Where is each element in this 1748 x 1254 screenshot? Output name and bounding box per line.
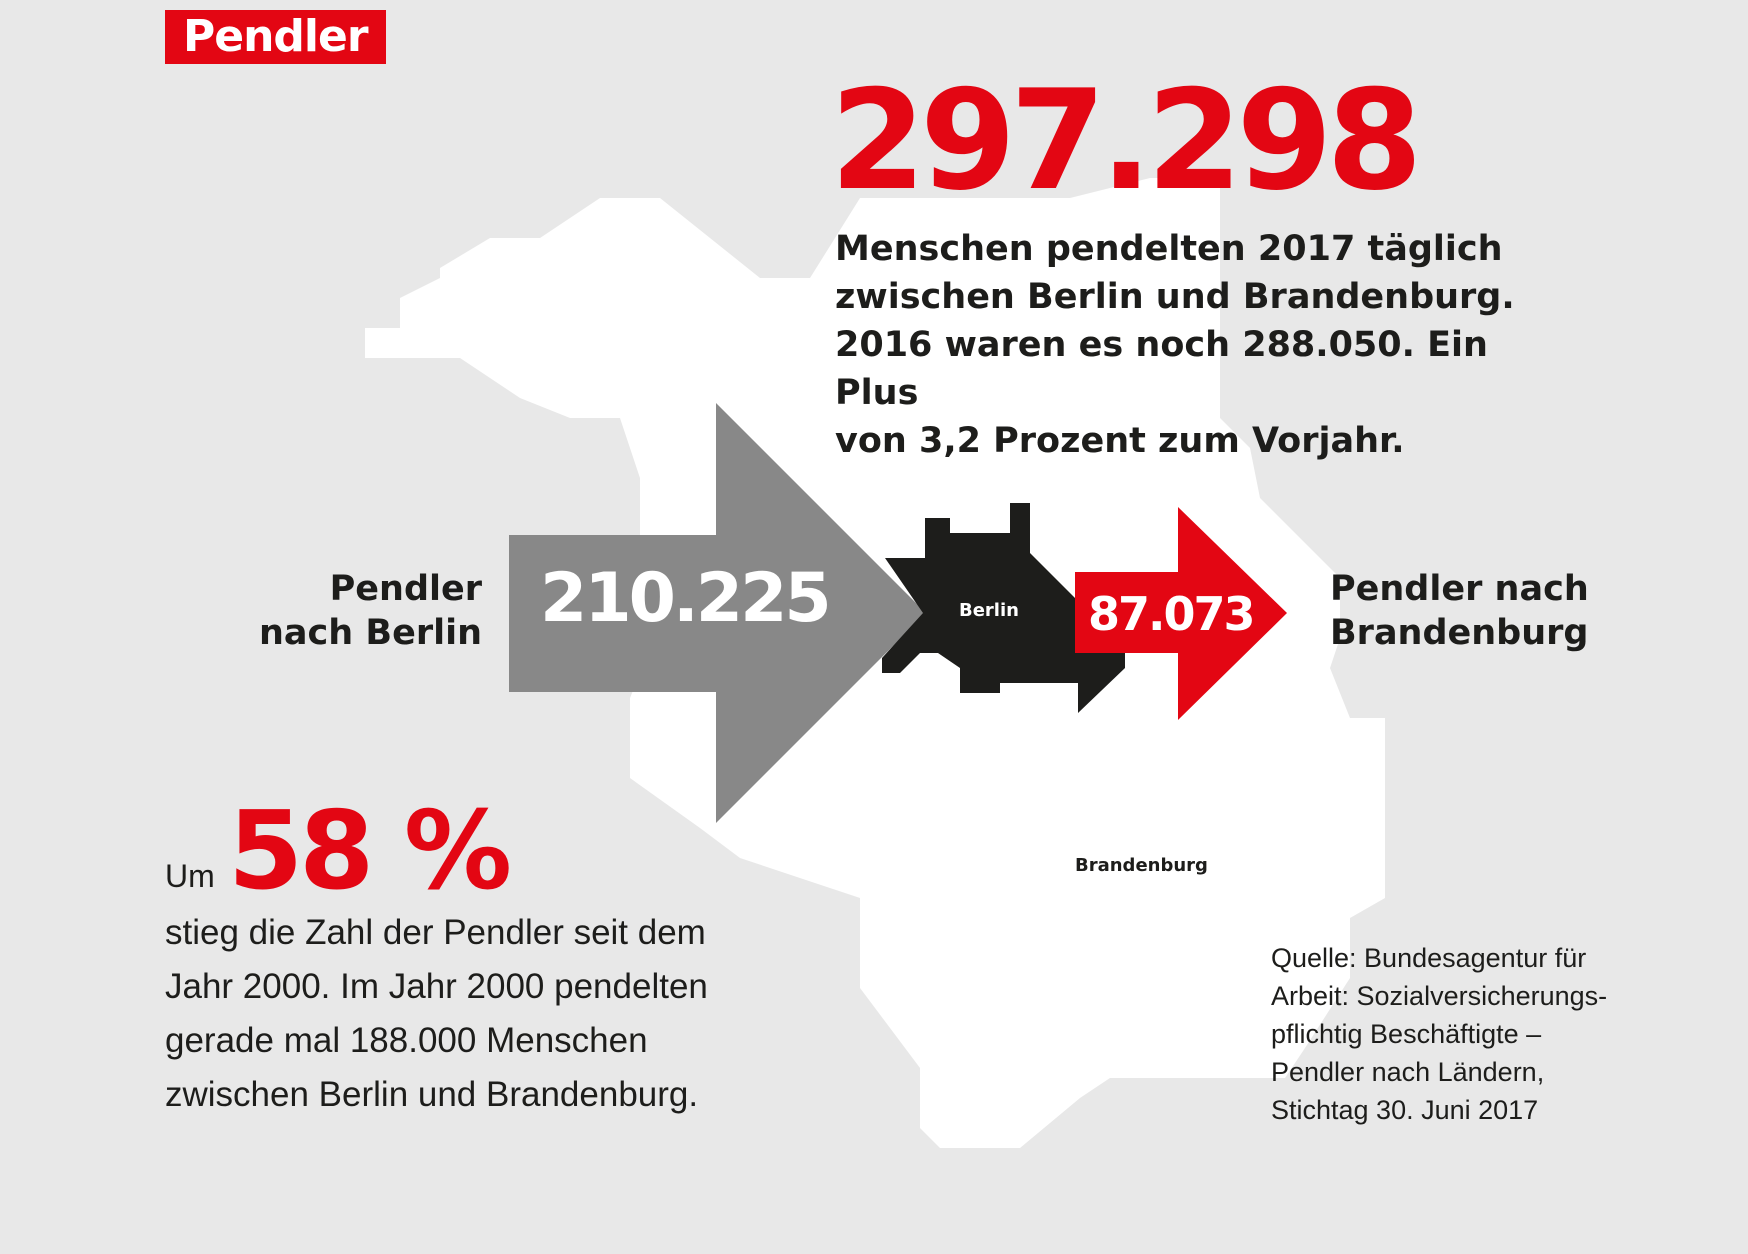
total-commuters-value: 297.298	[830, 60, 1423, 221]
total-description-line: 2016 waren es noch 288.050. Ein Plus	[835, 325, 1488, 413]
growth-description-line: gerade mal 188.000 Menschen	[165, 1021, 648, 1060]
brandenburg-label: Brandenburg	[1075, 855, 1208, 876]
source-line: Quelle: Bundesagentur für	[1271, 943, 1587, 973]
total-description-line: von 3,2 Prozent zum Vorjahr.	[835, 421, 1405, 461]
total-description-line: zwischen Berlin und Brandenburg.	[835, 277, 1515, 317]
label-commuters-to-brandenburg: Pendler nach Brandenburg	[1330, 567, 1589, 655]
grey-arrow-to-berlin	[509, 403, 926, 823]
commuters-to-brandenburg-value: 87.073	[1088, 587, 1256, 641]
label-line: Pendler nach	[1330, 569, 1589, 609]
growth-description-line: Jahr 2000. Im Jahr 2000 pendelten	[165, 967, 708, 1006]
label-line: Pendler	[329, 569, 482, 609]
source-line: pflichtig Beschäftigte –	[1271, 1019, 1542, 1049]
red-arrow-to-brandenburg	[1075, 507, 1287, 720]
growth-percent: 58 %	[228, 789, 512, 914]
total-description: Menschen pendelten 2017 täglich zwischen…	[835, 225, 1555, 465]
growth-description-line: zwischen Berlin und Brandenburg.	[165, 1075, 699, 1114]
label-line: Brandenburg	[1330, 613, 1589, 653]
growth-description: stieg die Zahl der Pendler seit dem Jahr…	[165, 906, 725, 1122]
growth-prefix: Um	[165, 858, 215, 894]
source-line: Pendler nach Ländern,	[1271, 1057, 1545, 1087]
berlin-shape	[882, 503, 1125, 713]
total-description-line: Menschen pendelten 2017 täglich	[835, 229, 1503, 269]
source-line: Arbeit: Sozialversicherungs-	[1271, 981, 1608, 1011]
growth-description-line: stieg die Zahl der Pendler seit dem	[165, 913, 706, 952]
berlin-label: Berlin	[959, 600, 1019, 621]
commuters-to-berlin-value: 210.225	[540, 559, 832, 638]
page-title: Pendler	[165, 10, 386, 64]
label-commuters-to-berlin: Pendler nach Berlin	[259, 567, 482, 655]
label-line: nach Berlin	[259, 613, 482, 653]
source-line: Stichtag 30. Juni 2017	[1271, 1095, 1539, 1125]
